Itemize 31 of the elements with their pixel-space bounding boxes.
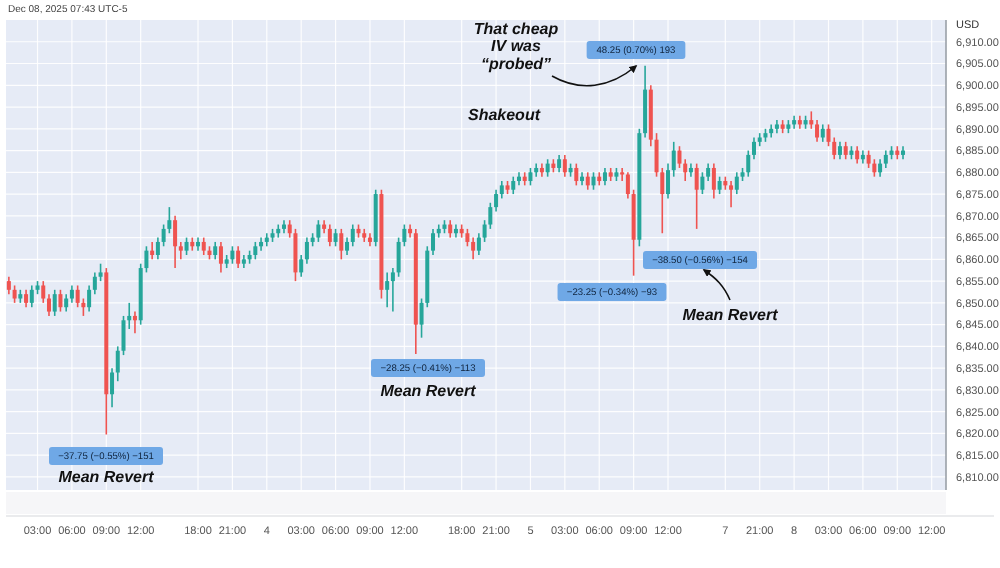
candlestick (316, 219, 321, 243)
candlestick (327, 223, 332, 248)
annotation: That cheap IV was “probed” (473, 19, 559, 73)
candlestick (574, 162, 579, 187)
candlestick (729, 180, 734, 208)
candlestick (52, 289, 57, 317)
candlestick (694, 162, 699, 230)
candlestick (350, 223, 355, 248)
candlestick (75, 284, 80, 309)
candlestick (339, 228, 344, 261)
candlestick (734, 171, 739, 195)
candlestick (173, 215, 178, 269)
candlestick (373, 188, 378, 248)
candlestick (769, 123, 774, 139)
candlestick (471, 236, 476, 261)
candlestick (150, 241, 155, 261)
candlestick (815, 119, 820, 143)
candlestick (711, 162, 716, 200)
annotation: Shakeout (467, 105, 541, 124)
candlestick (218, 241, 223, 274)
candlestick (562, 154, 567, 178)
candlestick (58, 289, 63, 313)
candlestick (700, 171, 705, 195)
annotation: Mean Revert (380, 381, 477, 400)
candlestick (29, 284, 34, 309)
candlestick (385, 271, 390, 309)
candlestick (293, 228, 298, 282)
candlestick (236, 245, 241, 269)
candlestick (132, 310, 137, 335)
annotation: Mean Revert (58, 467, 155, 486)
annotation: Mean Revert (682, 305, 779, 324)
